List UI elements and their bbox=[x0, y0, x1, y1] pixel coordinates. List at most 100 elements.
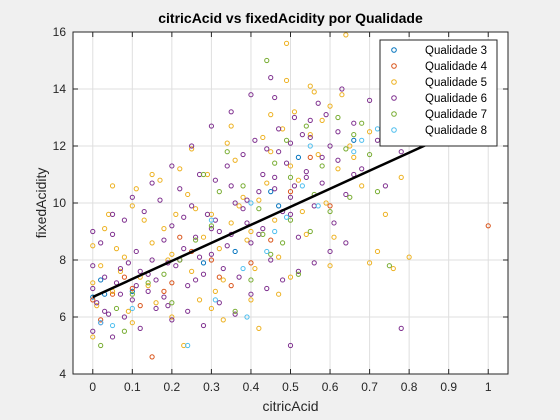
scatter-point bbox=[327, 203, 333, 209]
scatter-point bbox=[264, 146, 270, 152]
scatter-point bbox=[244, 220, 250, 226]
x-tick-label: 0.4 bbox=[243, 380, 260, 394]
scatter-point bbox=[113, 246, 120, 252]
y-tick-label: 8 bbox=[59, 253, 66, 267]
scatter-point bbox=[327, 263, 333, 269]
scatter-point bbox=[398, 325, 404, 331]
scatter-point bbox=[232, 308, 238, 314]
scatter-point bbox=[98, 240, 104, 246]
scatter-point bbox=[113, 305, 120, 312]
scatter-point bbox=[390, 265, 396, 272]
scatter-point bbox=[185, 308, 191, 314]
scatter-point bbox=[90, 243, 96, 249]
scatter-point bbox=[161, 294, 167, 300]
x-tick-label: 0.1 bbox=[124, 380, 141, 394]
scatter-point bbox=[208, 251, 215, 257]
scatter-point bbox=[287, 174, 294, 180]
scatter-point bbox=[276, 203, 282, 209]
scatter-point bbox=[287, 140, 294, 146]
scatter-point bbox=[137, 303, 143, 309]
scatter-point bbox=[117, 268, 124, 274]
scatter-point bbox=[177, 234, 183, 240]
scatter-point bbox=[331, 220, 337, 226]
x-axis-label: citricAcid bbox=[262, 398, 318, 414]
scatter-point bbox=[145, 283, 151, 289]
scatter-point bbox=[117, 265, 124, 272]
scatter-point bbox=[307, 132, 313, 138]
scatter-point bbox=[252, 137, 258, 143]
scatter-point bbox=[181, 246, 187, 252]
scatter-point bbox=[161, 271, 167, 277]
scatter-point bbox=[216, 274, 222, 280]
scatter-point bbox=[177, 186, 183, 192]
scatter-point bbox=[268, 112, 274, 118]
legend-marker bbox=[391, 127, 397, 133]
scatter-point bbox=[181, 214, 187, 220]
legend-marker bbox=[391, 95, 397, 101]
scatter-point bbox=[94, 300, 100, 306]
scatter-point bbox=[248, 260, 254, 266]
scatter-point bbox=[319, 154, 325, 160]
scatter-point bbox=[169, 223, 175, 229]
scatter-point bbox=[272, 186, 278, 192]
scatter-point bbox=[315, 100, 321, 106]
scatter-point bbox=[339, 86, 345, 92]
scatter-point bbox=[169, 163, 175, 169]
x-tick-label: 0 bbox=[89, 380, 96, 394]
scatter-point bbox=[252, 265, 258, 272]
scatter-point bbox=[276, 126, 282, 132]
scatter-point bbox=[331, 234, 337, 240]
scatter-point bbox=[141, 217, 147, 223]
scatter-point bbox=[185, 342, 191, 349]
scatter-point bbox=[216, 189, 222, 195]
scatter-point bbox=[149, 257, 155, 263]
scatter-point bbox=[98, 317, 104, 323]
scatter-point bbox=[98, 277, 104, 283]
scatter-point bbox=[268, 149, 274, 155]
scatter-point bbox=[137, 325, 143, 331]
scatter-point bbox=[129, 288, 135, 294]
scatter-point bbox=[248, 277, 254, 283]
scatter-point bbox=[109, 183, 116, 189]
scatter-point bbox=[248, 228, 254, 235]
scatter-point bbox=[307, 117, 313, 123]
scatter-point bbox=[185, 191, 191, 198]
scatter-point bbox=[268, 257, 274, 263]
scatter-point bbox=[98, 263, 104, 269]
scatter-point bbox=[212, 177, 218, 183]
scatter-point bbox=[208, 226, 215, 232]
scatter-point bbox=[398, 149, 404, 155]
scatter-point bbox=[224, 140, 230, 146]
scatter-point bbox=[216, 300, 222, 306]
legend-entry-label: Qualidade 6 bbox=[425, 93, 487, 105]
legend: Qualidade 3 Qualidade 4 Qualidade 5 Qualida… bbox=[379, 39, 498, 147]
scatter-point bbox=[287, 342, 294, 349]
scatter-point bbox=[256, 325, 262, 331]
scatter-point bbox=[283, 214, 290, 220]
scatter-point bbox=[319, 117, 325, 123]
x-tick-label: 0.5 bbox=[282, 380, 299, 394]
scatter-point bbox=[236, 203, 242, 209]
scatter-point bbox=[102, 308, 108, 314]
scatter-point bbox=[303, 174, 309, 180]
scatter-point bbox=[232, 200, 238, 206]
scatter-point bbox=[272, 160, 278, 166]
scatter-point bbox=[343, 240, 349, 246]
scatter-point bbox=[90, 328, 96, 334]
scatter-point bbox=[268, 237, 274, 243]
chart-title: citricAcid vs fixedAcidity por Qualidade bbox=[158, 10, 423, 26]
scatter-point bbox=[133, 283, 139, 289]
scatter-point bbox=[295, 271, 302, 277]
scatter-point bbox=[94, 303, 100, 309]
scatter-point bbox=[208, 257, 215, 263]
scatter-point bbox=[485, 223, 491, 229]
scatter-point bbox=[109, 231, 116, 237]
scatter-point bbox=[224, 163, 230, 169]
scatter-point bbox=[161, 226, 167, 232]
legend-entry-label: Qualidade 7 bbox=[425, 109, 487, 121]
scatter-point bbox=[189, 203, 195, 209]
scatter-point bbox=[149, 171, 155, 178]
scatter-point bbox=[307, 83, 313, 89]
scatter-point bbox=[283, 137, 290, 143]
